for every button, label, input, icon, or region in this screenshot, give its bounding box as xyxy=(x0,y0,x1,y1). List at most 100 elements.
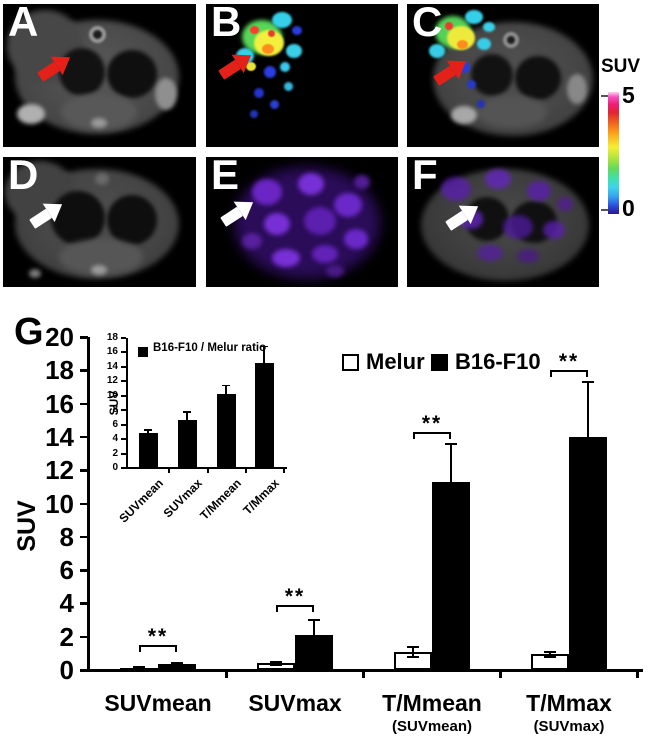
inset-y-tick xyxy=(121,467,126,469)
inset-y-tick xyxy=(121,409,126,412)
inset-y-axis-line xyxy=(126,338,128,468)
error-cap xyxy=(445,442,457,445)
legend-label-b16f10: B16-F10 xyxy=(455,349,541,374)
panel-label: B xyxy=(211,4,242,45)
y-tick-label: 0 xyxy=(59,655,74,685)
inset-y-tick-label: 6 xyxy=(112,418,118,430)
pet-hotspot xyxy=(268,30,275,37)
legend-swatch-b16f10 xyxy=(431,354,448,371)
panel-d: D xyxy=(3,157,196,287)
pet-hotspot xyxy=(246,62,256,71)
bar-b16f10 xyxy=(432,481,470,670)
inset-ratio-chart: B16-F10 / Melur ratio SUV 0 2 4 6 8 10 12 14 16 1… xyxy=(100,330,310,555)
panel-a: A xyxy=(3,4,196,147)
y-tick-label: 14 xyxy=(45,421,74,452)
lung-right xyxy=(107,195,157,245)
panel-label: A xyxy=(8,4,39,45)
lung-right xyxy=(107,50,157,98)
inset-y-tick-label: 4 xyxy=(112,433,118,445)
inset-y-tick xyxy=(121,365,126,368)
inset-bar xyxy=(178,420,197,468)
panel-b: B xyxy=(206,4,398,147)
pet-patch xyxy=(264,213,290,235)
colorbar-title: SUV xyxy=(601,56,641,77)
pet-hotspot xyxy=(272,12,292,28)
y-tick xyxy=(80,635,88,639)
sig-bracket xyxy=(413,431,451,439)
panel-e: E xyxy=(206,157,398,287)
panel-g-label: G xyxy=(14,311,44,353)
x-category-sublabel: (SUVmean) xyxy=(391,718,473,735)
x-category-label: T/Mmean xyxy=(382,690,482,716)
error-bar xyxy=(313,620,315,636)
bone-left xyxy=(17,104,45,124)
pet-patch xyxy=(557,197,573,211)
bar-b16f10 xyxy=(295,635,333,670)
inset-y-tick-label: 2 xyxy=(112,447,118,459)
pet-hotspot xyxy=(262,44,274,54)
pet-hotspot xyxy=(286,44,302,58)
error-cap xyxy=(171,661,183,664)
legend-swatch-melur xyxy=(342,354,359,371)
error-bar xyxy=(450,443,452,482)
colorbar-gradient xyxy=(608,92,619,214)
pet-hotspot xyxy=(236,48,254,64)
sig-bracket xyxy=(276,605,314,613)
x-tick xyxy=(225,670,228,678)
inset-error-bar xyxy=(186,412,188,423)
x-tick xyxy=(499,670,502,678)
y-tick-label: 6 xyxy=(59,555,74,586)
y-tick-label: 16 xyxy=(45,388,74,419)
panel-label: D xyxy=(8,157,39,198)
pet-hotspot xyxy=(467,80,476,89)
pet-hotspot xyxy=(250,26,259,34)
pet-patch xyxy=(503,215,533,239)
inset-error-cap xyxy=(222,384,230,387)
bone-bottom xyxy=(91,118,107,128)
error-bar xyxy=(587,381,589,437)
inset-x-tick xyxy=(168,469,170,473)
top-spot xyxy=(95,173,109,185)
pet-patch xyxy=(334,193,362,217)
inset-x-axis-line xyxy=(126,467,287,469)
inset-y-tick-label: 12 xyxy=(106,375,118,387)
pet-hotspot xyxy=(477,38,491,50)
pet-hotspot xyxy=(250,110,258,118)
panel-label: C xyxy=(412,4,443,45)
pet-patch xyxy=(543,221,565,239)
inset-y-tick xyxy=(121,394,126,397)
pet-hotspot xyxy=(465,10,483,24)
y-tick xyxy=(80,502,88,505)
pet-patch xyxy=(242,233,262,249)
lung-right xyxy=(515,56,561,100)
sig-bracket xyxy=(550,370,588,378)
pet-hotspot xyxy=(459,62,470,73)
x-tick xyxy=(636,670,639,678)
error-cap xyxy=(308,619,320,622)
pet-hotspot xyxy=(292,26,302,35)
y-tick-label: 10 xyxy=(45,488,74,519)
y-tick xyxy=(80,469,88,472)
pet-hotspot xyxy=(284,82,293,91)
colorbar-tick-bottom xyxy=(601,209,608,211)
error-bar xyxy=(275,661,277,665)
pet-patch xyxy=(298,173,324,195)
pet-patch xyxy=(312,245,338,263)
y-tick xyxy=(80,369,88,372)
y-tick xyxy=(80,569,88,572)
pet-patch xyxy=(517,249,539,263)
panel-f: F xyxy=(407,157,599,287)
inset-error-bar xyxy=(263,346,265,366)
pet-hotspot xyxy=(270,100,279,109)
pet-patch xyxy=(272,249,300,267)
inset-y-tick-label: 8 xyxy=(112,404,118,416)
y-tick-label: 8 xyxy=(59,521,74,552)
pet-patch xyxy=(441,177,471,201)
y-tick xyxy=(80,336,88,339)
pet-hotspot xyxy=(457,40,468,49)
y-tick-label: 4 xyxy=(59,588,74,619)
bone-bottom xyxy=(91,265,107,275)
colorbar-tick-top xyxy=(601,95,608,97)
inset-y-tick xyxy=(121,438,126,441)
